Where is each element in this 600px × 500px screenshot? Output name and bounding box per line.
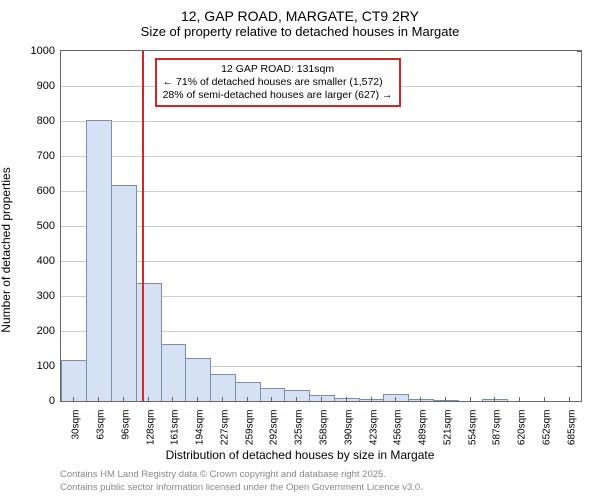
y-tick-label: 700	[37, 150, 61, 162]
x-tick-label: 587sqm	[486, 410, 503, 446]
x-tick-label: 620sqm	[511, 410, 528, 446]
gridline	[61, 191, 581, 192]
y-tick-label: 1000	[31, 45, 61, 57]
x-tick-label: 63sqm	[90, 410, 107, 440]
histogram-bar	[334, 398, 360, 401]
property-marker-line	[142, 51, 144, 401]
footer-line1: Contains HM Land Registry data © Crown c…	[60, 469, 423, 481]
x-tick-label: 30sqm	[65, 410, 82, 440]
x-tick-label: 489sqm	[412, 410, 429, 446]
y-tick-label: 0	[49, 395, 61, 407]
callout-box: 12 GAP ROAD: 131sqm← 71% of detached hou…	[155, 58, 401, 107]
histogram-bar	[86, 120, 112, 401]
x-tick-label: 685sqm	[560, 410, 577, 446]
gridline	[61, 261, 581, 262]
x-tick-label: 390sqm	[337, 410, 354, 446]
y-tick-label: 600	[37, 185, 61, 197]
attribution-footer: Contains HM Land Registry data © Crown c…	[60, 469, 423, 494]
x-tick-label: 521sqm	[436, 410, 453, 446]
page-title-line1: 12, GAP ROAD, MARGATE, CT9 2RY	[0, 0, 600, 24]
y-tick-label: 900	[37, 80, 61, 92]
x-tick-label: 161sqm	[164, 410, 181, 446]
histogram-bar	[61, 360, 87, 401]
x-tick-label: 554sqm	[461, 410, 478, 446]
histogram-bar	[111, 185, 137, 401]
y-tick-label: 200	[37, 325, 61, 337]
y-axis-label: Number of detached properties	[0, 167, 13, 332]
y-tick-label: 300	[37, 290, 61, 302]
x-tick-label: 128sqm	[139, 410, 156, 446]
gridline	[61, 226, 581, 227]
x-tick-label: 194sqm	[189, 410, 206, 446]
footer-line2: Contains public sector information licen…	[60, 482, 423, 494]
histogram-bar	[433, 400, 459, 401]
callout-line1: ← 71% of detached houses are smaller (1,…	[163, 76, 393, 89]
x-tick-label: 358sqm	[313, 410, 330, 446]
histogram-bar	[235, 382, 261, 401]
histogram-bar	[136, 283, 162, 401]
gridline	[61, 156, 581, 157]
page-title-line2: Size of property relative to detached ho…	[0, 24, 600, 39]
histogram-bar	[185, 358, 211, 401]
x-axis-label: Distribution of detached houses by size …	[0, 448, 600, 462]
y-tick-label: 800	[37, 115, 61, 127]
x-tick-label: 96sqm	[114, 410, 131, 440]
histogram-bar	[210, 374, 236, 401]
x-tick-label: 325sqm	[288, 410, 305, 446]
y-tick-label: 400	[37, 255, 61, 267]
plot-area: 0100200300400500600700800900100030sqm63s…	[60, 50, 582, 402]
x-tick-label: 259sqm	[238, 410, 255, 446]
x-tick-label: 292sqm	[263, 410, 280, 446]
histogram-bar	[161, 344, 187, 401]
y-tick-label: 100	[37, 360, 61, 372]
callout-title: 12 GAP ROAD: 131sqm	[163, 63, 393, 76]
x-tick-label: 456sqm	[387, 410, 404, 446]
x-tick-label: 423sqm	[362, 410, 379, 446]
y-tick-label: 500	[37, 220, 61, 232]
x-tick-label: 227sqm	[213, 410, 230, 446]
callout-line2: 28% of semi-detached houses are larger (…	[163, 89, 393, 102]
x-tick-label: 652sqm	[535, 410, 552, 446]
gridline	[61, 121, 581, 122]
